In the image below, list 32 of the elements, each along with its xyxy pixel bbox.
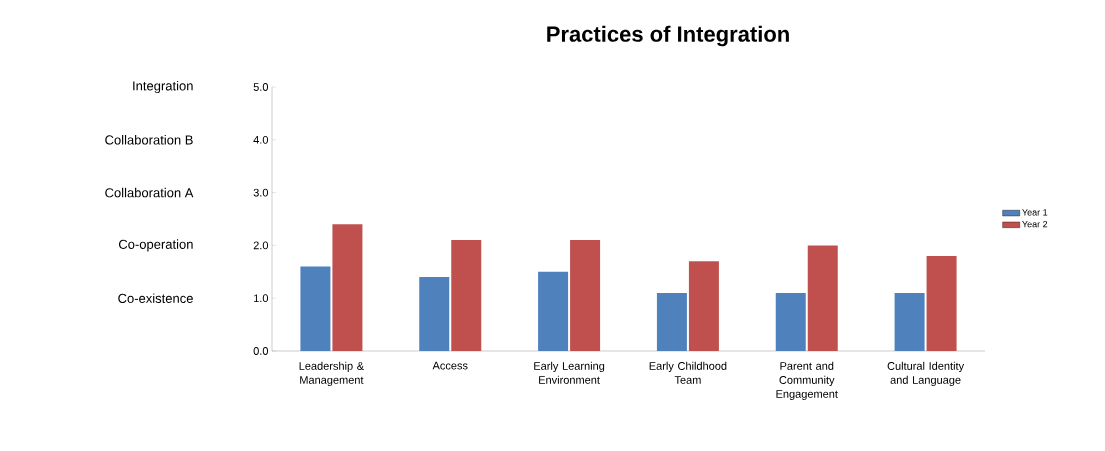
y-tick-label: 1.0 — [254, 294, 269, 303]
bar — [926, 255, 957, 351]
bar — [538, 271, 569, 351]
text: Co-existence — [118, 293, 193, 303]
bar — [451, 240, 482, 351]
chart-title: Practices of Integration — [547, 25, 789, 47]
bar — [656, 292, 687, 351]
x-tick-label: Early Childhood Team — [649, 361, 727, 384]
x-tick-label: Parent and Community Engagement — [776, 361, 838, 401]
legend-label: Year 2 — [1022, 220, 1048, 228]
y-tick-label: 0.0 — [253, 347, 269, 355]
x-tick-label: Leadership & Management — [299, 361, 364, 387]
bar — [300, 266, 331, 351]
bar — [570, 240, 601, 351]
y-tick-label: 4.0 — [253, 135, 269, 144]
bar — [775, 292, 806, 351]
text: Collaboration B — [105, 135, 193, 145]
bar — [419, 277, 450, 351]
text: Co-operation — [118, 239, 193, 252]
bar — [807, 245, 838, 351]
x-tick-label: Access — [432, 361, 468, 370]
text: Integration — [133, 80, 193, 94]
y-tick-label: 2.0 — [253, 241, 269, 250]
bar — [894, 292, 925, 351]
bar — [332, 224, 363, 351]
x-tick-label: Cultural Identity and Language — [887, 361, 965, 387]
y-tick-label: 5.0 — [253, 83, 269, 91]
x-tick-label: Early Learning Environment — [534, 361, 605, 384]
text: Collaboration A — [105, 187, 194, 198]
bar — [688, 261, 719, 351]
legend-label: Year 1 — [1022, 209, 1048, 216]
y-tick-label: 3.0 — [253, 188, 269, 197]
